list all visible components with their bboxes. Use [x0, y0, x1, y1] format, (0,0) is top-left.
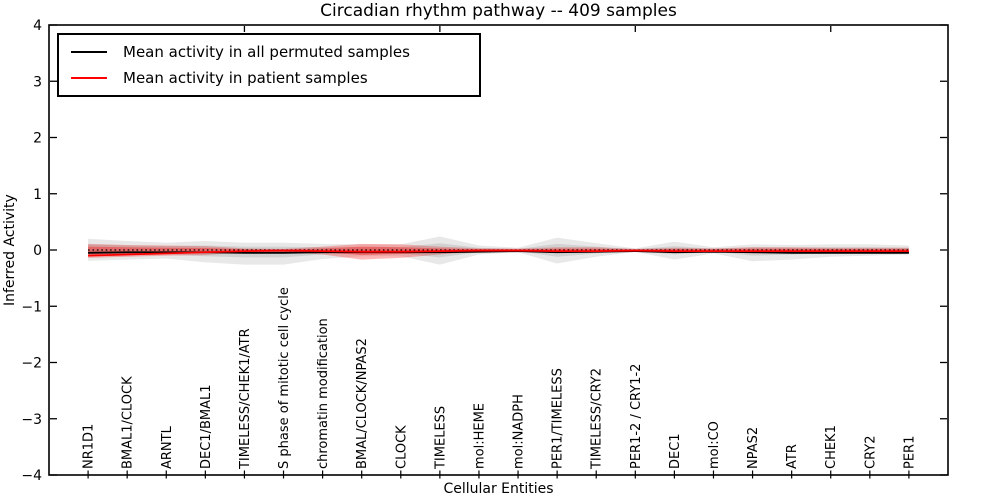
x-category-label: PER1/TIMELESS	[551, 368, 566, 469]
plot-border	[48, 24, 949, 476]
y-tick-label: −4	[21, 468, 42, 484]
legend: Mean activity in all permuted samples Me…	[57, 33, 481, 97]
x-category-label: TIMELESS/CHEK1/ATR	[238, 328, 253, 470]
x-category-label: ATR	[785, 444, 800, 469]
x-category-label: chromatin modification	[316, 318, 331, 469]
y-tick-label: 4	[33, 18, 42, 34]
legend-label-patient: Mean activity in patient samples	[123, 69, 368, 87]
x-category-label: S phase of mitotic cell cycle	[277, 287, 292, 469]
legend-item-permuted: Mean activity in all permuted samples	[71, 43, 479, 61]
legend-line-patient-icon	[71, 77, 107, 79]
y-tick-label: 3	[33, 74, 42, 90]
y-tick-label: −1	[21, 299, 42, 315]
legend-label-permuted: Mean activity in all permuted samples	[123, 43, 410, 61]
y-tick-label: −2	[21, 356, 42, 372]
legend-line-permuted-icon	[71, 51, 107, 53]
x-category-label: BMAL1/CLOCK	[121, 376, 136, 469]
x-category-label: DEC1/BMAL1	[199, 385, 214, 470]
x-category-label: CHEK1	[824, 425, 839, 469]
x-category-label: PER1	[902, 436, 917, 469]
x-category-label: NPAS2	[746, 427, 761, 469]
x-category-label: PER1-2 / CRY1-2	[629, 364, 644, 469]
y-axis-label: Inferred Activity	[2, 194, 18, 306]
x-category-label: NR1D1	[82, 424, 97, 469]
y-tick-label: 2	[33, 131, 42, 147]
x-axis-label: Cellular Entities	[443, 481, 554, 497]
y-tick-label: −3	[21, 412, 42, 428]
x-category-label: TIMELESS	[433, 406, 448, 470]
y-tick-label: 1	[33, 187, 42, 203]
x-category-label: mol:NADPH	[512, 394, 527, 469]
x-category-label: mol:HEME	[472, 403, 487, 469]
chart-title: Circadian rhythm pathway -- 409 samples	[320, 1, 677, 21]
x-category-label: BMAL/CLOCK/NPAS2	[355, 338, 370, 469]
x-category-label: CRY2	[863, 436, 878, 470]
x-category-label: DEC1	[668, 433, 683, 469]
x-category-label: TIMELESS/CRY2	[590, 368, 605, 470]
x-category-label: ARNTL	[160, 425, 175, 469]
y-tick-label: 0	[33, 243, 42, 259]
x-category-label: mol:CO	[707, 421, 722, 469]
legend-item-patient: Mean activity in patient samples	[71, 69, 479, 87]
mean-line-series-1	[88, 249, 909, 257]
x-category-label: CLOCK	[394, 425, 409, 469]
